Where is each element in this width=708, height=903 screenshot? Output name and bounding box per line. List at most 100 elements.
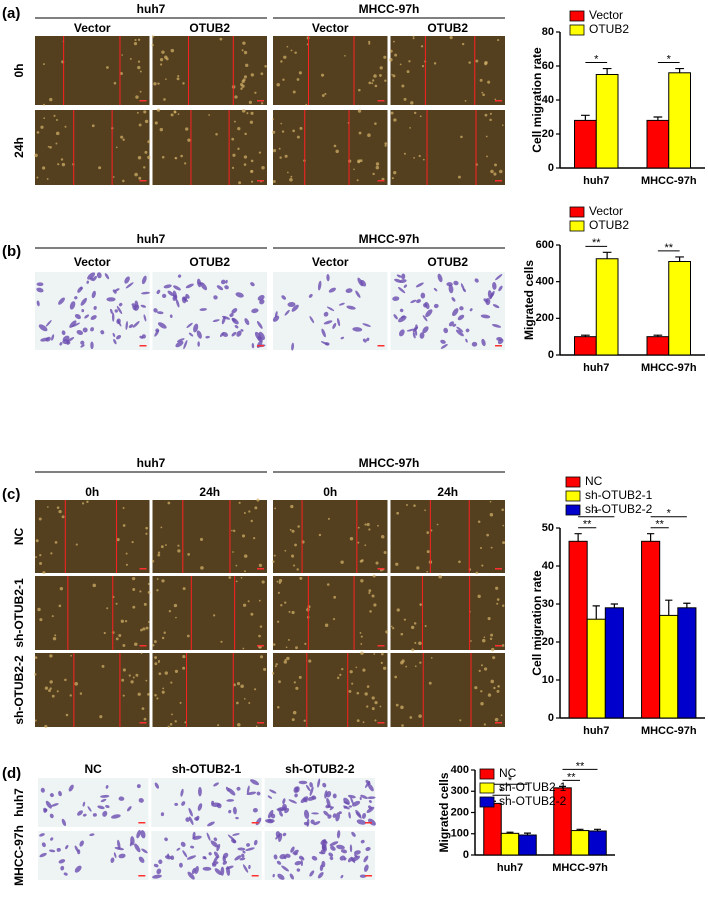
cell <box>330 845 336 851</box>
cell <box>185 817 190 822</box>
cell <box>260 102 264 105</box>
panel-label: (b) <box>2 243 21 260</box>
cell <box>436 523 439 526</box>
cell <box>369 610 372 613</box>
cell <box>158 661 160 664</box>
cell <box>154 782 160 789</box>
cell <box>251 308 259 314</box>
cell <box>400 632 404 636</box>
cell <box>418 154 421 158</box>
scale-bar <box>377 645 385 647</box>
cell <box>58 859 66 864</box>
cell <box>360 651 364 655</box>
micrograph <box>35 500 150 575</box>
cell <box>501 604 505 608</box>
cell <box>339 855 346 861</box>
row-label: 0h <box>12 63 26 77</box>
micrograph-bg <box>273 653 388 727</box>
cell <box>60 865 65 871</box>
cell <box>42 103 45 106</box>
cell <box>49 654 53 658</box>
row-label: sh-OTUB2-2 <box>12 655 26 725</box>
cell <box>186 634 190 638</box>
cell <box>156 697 159 700</box>
cell <box>272 130 276 134</box>
cell <box>115 637 119 641</box>
cell <box>494 163 497 167</box>
cell <box>64 125 67 128</box>
micrograph <box>151 831 262 880</box>
cell <box>251 180 254 183</box>
y-tick-label: 400 <box>451 764 469 776</box>
cell <box>474 686 478 690</box>
cell <box>34 153 38 158</box>
cell <box>65 713 69 717</box>
cell <box>39 561 43 565</box>
cell <box>118 853 126 859</box>
cell <box>260 72 264 76</box>
cell <box>231 166 235 169</box>
cell <box>481 638 486 643</box>
legend-label: sh-OTUB2-2 <box>585 502 653 516</box>
cell <box>38 517 42 521</box>
cell <box>90 341 94 350</box>
cell <box>37 607 41 612</box>
cell <box>233 120 236 123</box>
cell <box>110 857 115 863</box>
cell <box>396 608 400 612</box>
y-tick-label: 10 <box>542 674 554 686</box>
cell <box>87 272 96 280</box>
cell <box>483 723 486 726</box>
cell <box>159 127 164 132</box>
y-tick-label: 0 <box>548 712 554 724</box>
cell <box>403 618 406 621</box>
micrograph-bg <box>390 576 505 650</box>
micrograph-bg <box>152 272 267 350</box>
cell <box>143 110 147 114</box>
micrograph <box>35 576 151 650</box>
cell <box>332 813 337 818</box>
cell <box>196 278 202 288</box>
cell <box>379 73 382 77</box>
cell <box>277 705 280 709</box>
cell <box>145 626 149 630</box>
cell <box>143 717 147 721</box>
cell <box>247 600 250 603</box>
cell <box>40 125 44 129</box>
cell <box>203 856 207 860</box>
cell <box>183 339 188 350</box>
cell <box>354 854 358 858</box>
cell <box>47 145 50 148</box>
cell <box>213 295 218 300</box>
cell <box>234 95 238 99</box>
cell <box>368 528 371 531</box>
cell <box>62 339 70 345</box>
cell <box>502 541 506 545</box>
cell <box>324 623 329 627</box>
bar <box>646 336 670 356</box>
cell <box>479 78 483 82</box>
cell <box>409 127 411 129</box>
cell <box>59 586 64 591</box>
cell <box>364 692 368 696</box>
cell <box>494 717 499 722</box>
cell <box>102 810 108 817</box>
cell <box>322 782 327 788</box>
cell <box>177 113 180 115</box>
y-axis-label: Migrated cells <box>437 772 451 852</box>
cell <box>283 660 288 664</box>
cell <box>333 144 337 148</box>
bar <box>588 830 607 856</box>
cell <box>140 304 147 308</box>
cell <box>318 851 324 855</box>
cell <box>486 155 488 158</box>
column-header: 24h <box>199 485 220 499</box>
cell <box>130 680 134 684</box>
cell <box>356 691 360 695</box>
cell <box>98 166 102 170</box>
cell <box>446 282 453 287</box>
bar <box>677 607 697 719</box>
cell <box>36 176 39 179</box>
cell <box>135 673 139 677</box>
legend-label: Vector <box>589 8 623 22</box>
